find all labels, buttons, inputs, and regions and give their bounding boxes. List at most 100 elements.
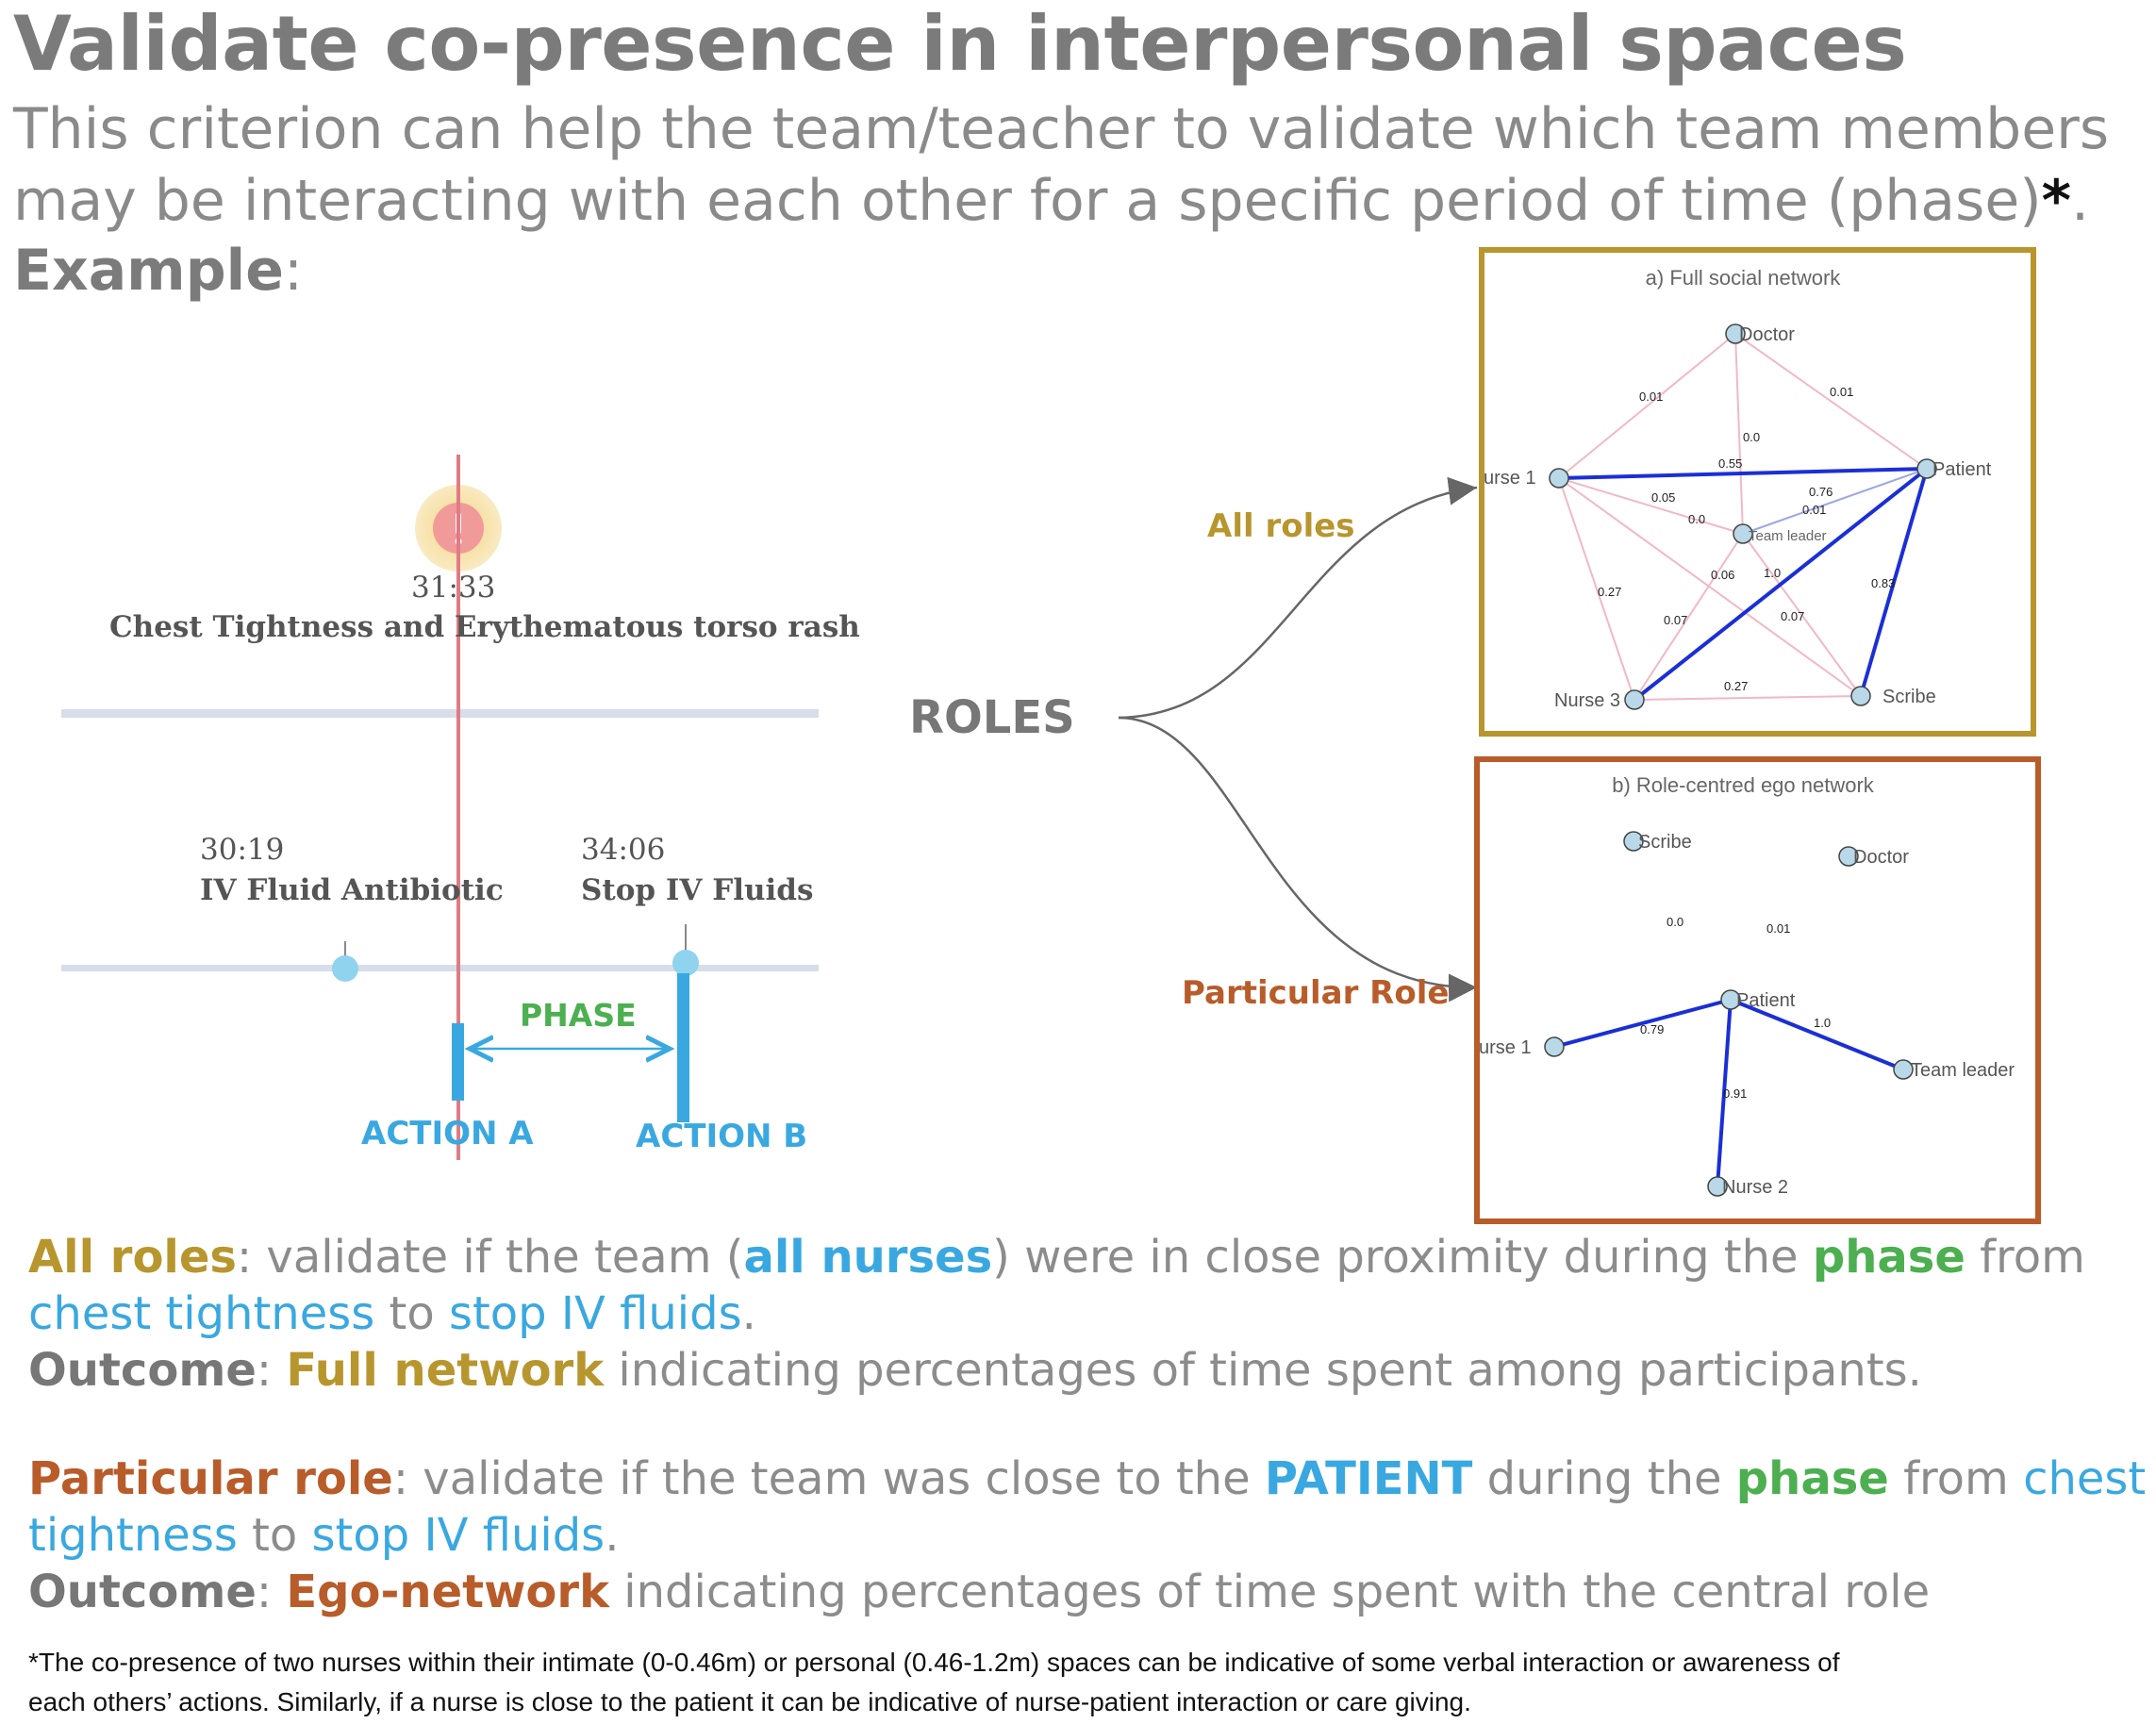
example-label: Example: [13, 238, 303, 304]
timeline-track-top [61, 709, 819, 718]
edge-label-7: 0.01 [1802, 503, 1826, 517]
phase-label: PHASE [520, 997, 637, 1034]
event2-time: 34:06 [581, 833, 666, 867]
desc-particular-lead: Particular role [28, 1452, 393, 1505]
ego-node-nurse1[interactable] [1544, 1036, 1565, 1057]
ego-node-scribe-label: Scribe [1638, 832, 1692, 853]
edge-label-1: 0.01 [1639, 390, 1663, 404]
connector-particular-role [1118, 716, 1478, 1003]
desc-all-outcome-label: Outcome [28, 1344, 257, 1397]
edge-doctor-patient [1734, 333, 1928, 470]
node-nurse1-label: urse 1 [1484, 468, 1536, 489]
event2-marker[interactable] [672, 950, 699, 976]
node-doctor[interactable] [1725, 323, 1746, 344]
edge-teamleader-scribe [1742, 533, 1862, 697]
timeline-figure [61, 455, 819, 1160]
network-a-frame [1479, 247, 2036, 737]
desc-all-rest: indicating percentages of time spent amo… [604, 1344, 1922, 1397]
network-b-frame [1474, 756, 2041, 1224]
desc-particular-t3: from [1888, 1452, 2024, 1505]
ego-node-teamleader-label: Team leader [1911, 1060, 2015, 1081]
node-nurse3-label: Nurse 3 [1554, 690, 1620, 711]
desc-all-roles-line-2: chest tightness to stop IV fluids. [28, 1285, 756, 1342]
edge-label-4: 0.55 [1718, 456, 1742, 471]
timeline-track-bottom [61, 965, 819, 971]
footnote-line-2: each others’ actions. Similarly, if a nu… [28, 1687, 1471, 1716]
ego-node-scribe[interactable] [1623, 831, 1644, 852]
desc-particular-line-2: tightness to stop IV fluids. [28, 1507, 619, 1564]
desc-all-lead: All roles [28, 1231, 237, 1284]
desc-particular-outcome: Outcome: Ego-network indicating percenta… [28, 1564, 1930, 1620]
alert-label: Chest Tightness and Erythematous torso r… [109, 610, 860, 644]
edge-teamleader-patient [1742, 468, 1928, 535]
action-a-bar [452, 1023, 464, 1101]
desc-all-phase: phase [1812, 1231, 1965, 1284]
ego-edge-label-5: 0.91 [1723, 1086, 1747, 1101]
edge-label-12: 0.83 [1871, 576, 1895, 590]
desc-all-t3: from [1965, 1231, 2085, 1284]
edge-nurse1-nurse3 [1558, 477, 1635, 701]
node-teamleader-label: Team leader [1749, 528, 1827, 544]
desc-all-chest-tightness: chest tightness [28, 1287, 375, 1340]
event1-marker[interactable] [332, 955, 358, 982]
desc-particular-rest: indicating percentages of time spent wit… [609, 1566, 1931, 1618]
action-a-label: ACTION A [361, 1115, 534, 1152]
alert-time: 31:33 [411, 571, 496, 605]
node-scribe[interactable] [1850, 686, 1871, 706]
desc-all-t1: : validate if the team ( [237, 1231, 744, 1284]
example-colon: : [283, 238, 304, 304]
desc-particular-highlight: PATIENT [1264, 1452, 1473, 1505]
desc-particular-t5: . [605, 1509, 620, 1562]
intro-line-2-text: may be interacting with each other for a… [13, 168, 2042, 234]
desc-particular-t1: : validate if the team was close to the [392, 1452, 1265, 1505]
ego-node-patient[interactable] [1720, 989, 1741, 1010]
node-doctor-label: Doctor [1739, 324, 1795, 345]
desc-all-roles-outcome: Outcome: Full network indicating percent… [28, 1342, 1922, 1399]
node-patient-label: Patient [1932, 459, 1992, 480]
ego-node-doctor[interactable] [1838, 846, 1859, 867]
roles-label: ROLES [909, 691, 1075, 744]
edge-label-10: 1.0 [1764, 566, 1781, 580]
edge-patient-nurse3 [1633, 467, 1929, 702]
edge-label-9: 0.06 [1711, 568, 1734, 582]
node-patient[interactable] [1916, 458, 1937, 479]
edge-label-11: 0.27 [1598, 585, 1621, 599]
page-title: Validate co-presence in interpersonal sp… [13, 0, 1907, 88]
node-nurse3[interactable] [1624, 689, 1645, 710]
example-bold: Example [13, 238, 284, 304]
event1-time: 30:19 [200, 833, 285, 867]
edge-label-6: 0.76 [1809, 485, 1833, 499]
event1-label: IV Fluid Antibiotic [200, 873, 504, 907]
desc-all-t2: ) were in close proximity during the [992, 1231, 1813, 1284]
particular-role-callout: Particular Role [1182, 974, 1450, 1012]
edge-patient-scribe [1859, 468, 1929, 697]
role-centred-ego-network: b) Role-centred ego network 0.0 0.01 0.7… [1474, 756, 2041, 1224]
edge-label-8: 0.0 [1688, 512, 1705, 526]
edge-label-2: 0.01 [1830, 385, 1853, 399]
node-nurse1[interactable] [1549, 468, 1569, 489]
desc-all-highlight: all nurses [743, 1231, 993, 1284]
desc-particular-t2: during the [1472, 1452, 1736, 1505]
edge-label-15: 0.27 [1724, 679, 1748, 693]
edge-doctor-teamleader [1734, 333, 1744, 535]
ego-edge-label-3: 0.79 [1640, 1022, 1664, 1036]
edge-nurse1-patient [1558, 467, 1928, 480]
edge-patient-nurse1 [1553, 998, 1732, 1049]
node-teamleader[interactable] [1733, 523, 1753, 544]
desc-particular-stop-iv: stop IV fluids [311, 1509, 605, 1562]
desc-particular-network-name: Ego-network [286, 1566, 609, 1618]
edge-label-3: 0.0 [1743, 430, 1760, 444]
intro-line-2: may be interacting with each other for a… [13, 168, 2089, 234]
footnote-star: * [2041, 168, 2072, 234]
edge-nurse3-scribe [1634, 695, 1862, 701]
desc-particular-phase: phase [1735, 1452, 1889, 1505]
desc-all-roles-line-1: All roles: validate if the team (all nur… [28, 1229, 2085, 1285]
connector-all-roles [1118, 476, 1478, 720]
ego-node-nurse2[interactable] [1707, 1176, 1728, 1197]
ego-node-patient-label: Patient [1736, 990, 1796, 1011]
ego-node-teamleader[interactable] [1893, 1059, 1914, 1080]
node-scribe-label: Scribe [1882, 687, 1936, 707]
desc-particular-tightness: tightness [28, 1509, 238, 1562]
roles-connectors [1118, 476, 1478, 1003]
ego-node-nurse2-label: Nurse 2 [1722, 1177, 1788, 1198]
